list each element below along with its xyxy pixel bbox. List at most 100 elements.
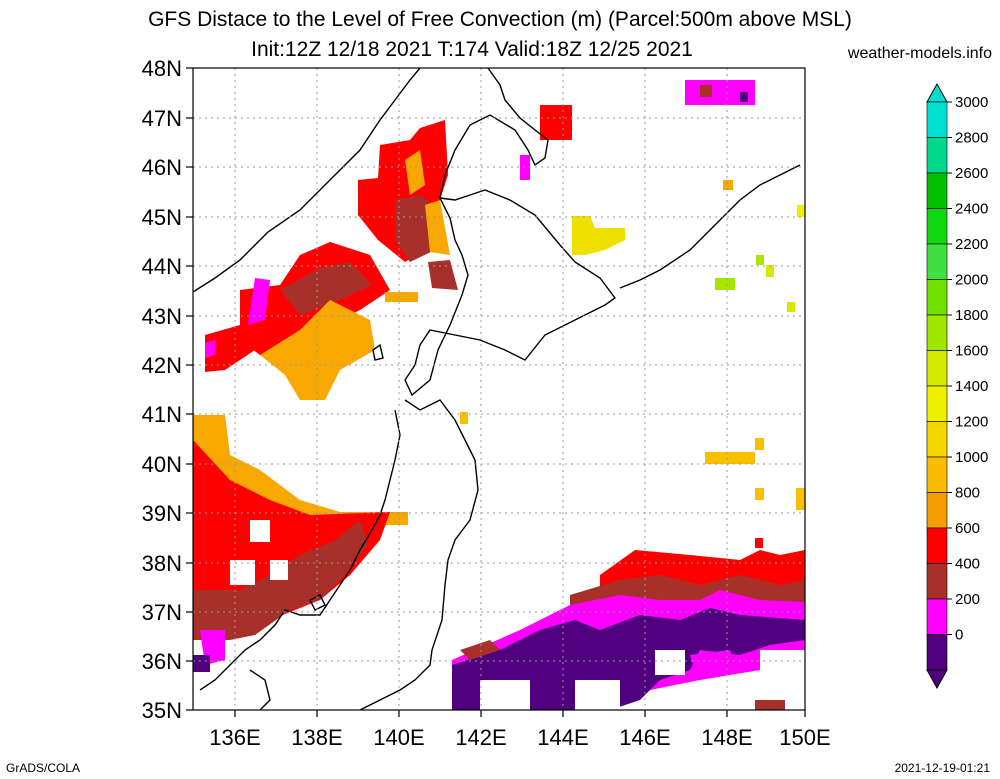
colorbar-label: 1000 [955,449,988,466]
shade-honshu-white3 [270,560,288,580]
site-credit[interactable]: weather-models.info [847,45,992,62]
map-frame [192,67,806,711]
lat-label: 43N [142,304,182,329]
colorbar-segment [926,279,948,316]
lat-label: 47N [142,106,182,131]
lat-label: 44N [142,254,182,279]
lat-label: 41N [142,402,182,427]
lfc-shading [193,80,805,710]
colorbar-label: 1400 [955,378,988,395]
shade-sea-mag2 [205,340,215,358]
colorbar-label: 200 [955,591,980,608]
shade-mid-orange3 [755,488,764,500]
coast-honshu [359,399,479,711]
shade-ne-green3 [766,265,774,277]
shade-ne-orange [723,180,733,190]
shade-ne-green4 [787,302,795,312]
colorbar-segments [926,101,948,671]
shade-sea-red2 [205,325,255,372]
colorbar-bottom-arrow [926,669,948,690]
lon-label: 136E [209,725,260,750]
colorbar-label: 2800 [955,130,988,147]
shade-honshu-white1 [250,520,270,542]
colorbar-label: 600 [955,520,980,537]
shade-hokkaido-west-orange2 [425,200,450,255]
colorbar-segment [926,527,948,564]
colorbar-top-arrow [926,82,948,103]
colorbar-label: 2200 [955,236,988,253]
lat-label: 36N [142,649,182,674]
colorbar-segment [926,137,948,174]
shade-honshu-white2 [230,560,255,585]
colorbar: 3000280026002400220020001800160014001200… [926,82,988,690]
lat-label: 42N [142,353,182,378]
colorbar-label: 2600 [955,165,988,182]
colorbar-segment [926,172,948,209]
coast-hokkaido [404,189,616,397]
shade-honshu-purple [193,655,210,672]
shade-sea-brown [280,262,372,315]
lon-label: 150E [779,725,830,750]
shade-sea-mag [248,278,270,325]
shade-hokkaido-pink [428,260,458,290]
colorbar-label: 400 [955,556,980,573]
colorbar-label: 0 [955,627,963,644]
lon-label: 138E [291,725,342,750]
tick-marks [186,67,806,717]
colorbar-label: 2400 [955,201,988,218]
graticule [193,68,805,710]
shade-pacific-purple [452,608,805,710]
lat-label: 37N [142,600,182,625]
colorbar-segment [926,634,948,671]
lat-label: 39N [142,501,182,526]
shade-mid-orange5 [460,412,468,424]
shade-pacific-white4 [760,650,805,675]
shade-mid-orange2 [755,438,764,450]
coast-kurils [619,164,801,289]
colorbar-segment [926,563,948,600]
colorbar-label: 2000 [955,272,988,289]
coast-noto [249,669,271,711]
lat-label: 38N [142,551,182,576]
shade-pacific-mag2 [690,650,735,670]
colorbar-segment [926,208,948,245]
colorbar-segment [926,421,948,458]
lon-label: 148E [701,725,752,750]
lon-labels: 136E 138E 140E 142E 144E 146E 148E 150E [209,725,830,750]
map-subtitle: Init:12Z 12/18 2021 T:174 Valid:18Z 12/2… [251,38,693,61]
lat-labels: 48N 47N 46N 45N 44N 43N 42N 41N 40N 39N … [142,56,182,723]
colorbar-segment [926,385,948,422]
colorbar-label: 1200 [955,414,988,431]
lon-label: 140E [373,725,424,750]
coast-asia-mainland [192,67,421,293]
shade-sea-orange3 [385,292,418,302]
coast-sakhalin [439,67,549,199]
lon-label: 142E [455,725,506,750]
shade-mid-orange4 [796,488,805,510]
shade-ne-purple [740,92,748,102]
coast-island1 [372,343,384,361]
lat-label: 35N [142,698,182,723]
coast-honshu-west [199,409,401,691]
shade-mid-orange1 [705,452,755,464]
colorbar-segment [926,598,948,635]
lat-label: 45N [142,205,182,230]
colorbar-label: 800 [955,485,980,502]
footer-timestamp: 2021-12-19-01:21 [894,761,990,775]
shade-okhotsk-yellow [572,216,625,255]
colorbar-label: 1600 [955,343,988,360]
lat-label: 40N [142,452,182,477]
lat-label: 48N [142,56,182,81]
shade-pacific-white1 [655,650,685,675]
colorbar-segment [926,243,948,280]
shade-okhotsk-red [540,105,572,140]
map-title: GFS Distace to the Level of Free Convect… [148,8,852,31]
shade-hokkaido-west-orange [405,150,425,195]
colorbar-segment [926,456,948,493]
footer-software: GrADS/COLA [6,761,81,775]
colorbar-segment [926,101,948,138]
colorbar-label: 3000 [955,94,988,111]
shade-ne-brown [700,85,712,97]
shade-ne-green2 [756,255,764,265]
colorbar-segment [926,492,948,529]
